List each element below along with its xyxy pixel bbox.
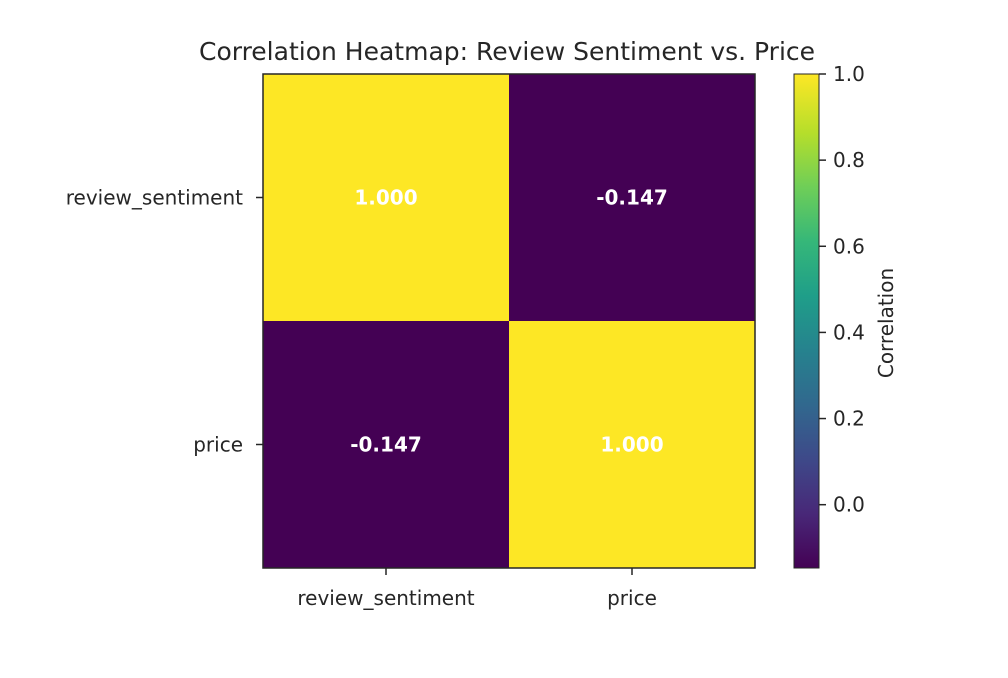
x-tick-label: review_sentiment bbox=[297, 586, 474, 610]
colorbar-tick-label: 0.8 bbox=[833, 148, 865, 172]
x-axis: review_sentiment price bbox=[297, 568, 657, 610]
colorbar-tick-label: 0.4 bbox=[833, 320, 865, 344]
x-tick-label: price bbox=[607, 586, 657, 610]
heatmap-cell bbox=[509, 74, 756, 322]
colorbar-tick-label: 0.6 bbox=[833, 234, 865, 258]
colorbar-axis: 0.0 0.2 0.4 0.6 0.8 1.0 bbox=[819, 62, 865, 517]
cell-value-label: 1.000 bbox=[600, 433, 663, 457]
heatmap-cells bbox=[263, 74, 756, 569]
heatmap-cell bbox=[509, 321, 756, 569]
cell-value-label: -0.147 bbox=[596, 186, 668, 210]
y-tick-label: price bbox=[193, 433, 243, 457]
cell-value-label: 1.000 bbox=[354, 186, 417, 210]
heatmap-cell bbox=[263, 74, 510, 322]
colorbar-label: Correlation bbox=[874, 268, 898, 378]
cell-value-label: -0.147 bbox=[350, 433, 422, 457]
colorbar-tick-label: 1.0 bbox=[833, 62, 865, 86]
colorbar-tick-label: 0.0 bbox=[833, 493, 865, 517]
heatmap-cell-labels: 1.000 -0.147 -0.147 1.000 bbox=[350, 186, 668, 457]
chart-title: Correlation Heatmap: Review Sentiment vs… bbox=[199, 37, 815, 66]
plot-frame bbox=[262, 73, 756, 569]
y-tick-label: review_sentiment bbox=[66, 186, 243, 210]
colorbar bbox=[793, 73, 820, 569]
colorbar-tick-label: 0.2 bbox=[833, 407, 865, 431]
heatmap-cell bbox=[263, 321, 510, 569]
